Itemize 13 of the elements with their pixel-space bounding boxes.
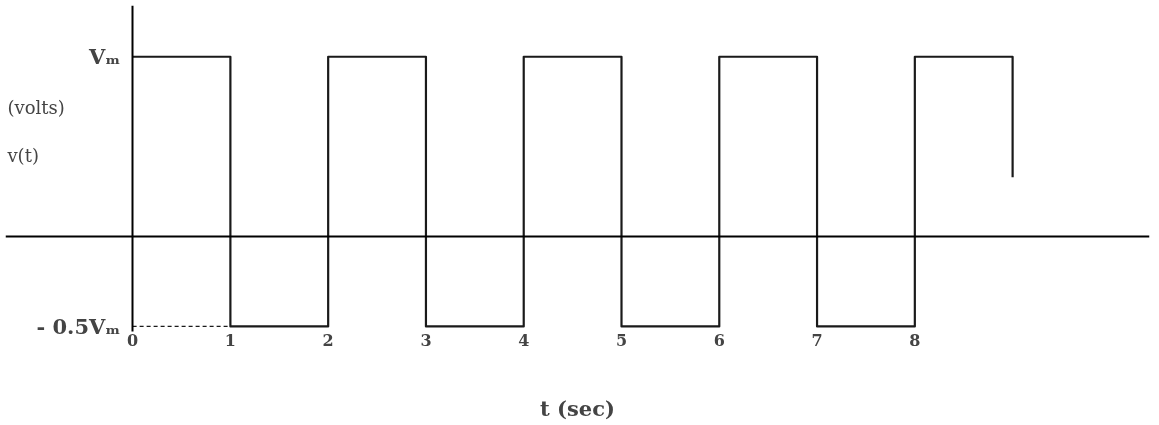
x-tick-label: 4	[518, 331, 530, 351]
annotation: - 0.5Vₘ	[36, 313, 121, 339]
x-tick-label: 3	[420, 331, 432, 351]
x-tick-label: 7	[811, 331, 823, 351]
x-tick-label: 0	[127, 331, 139, 351]
x-tick-label: 8	[909, 331, 921, 351]
text: (volts) v(t)	[7, 96, 65, 167]
annotation: Vₘ	[88, 44, 121, 70]
x-tick-label: 5	[615, 331, 628, 351]
x-tick-label: 2	[322, 331, 334, 351]
x-tick-label: 6	[713, 331, 725, 351]
x-tick-label: 1	[224, 331, 236, 351]
x-axis-title: t (sec)	[540, 395, 615, 421]
